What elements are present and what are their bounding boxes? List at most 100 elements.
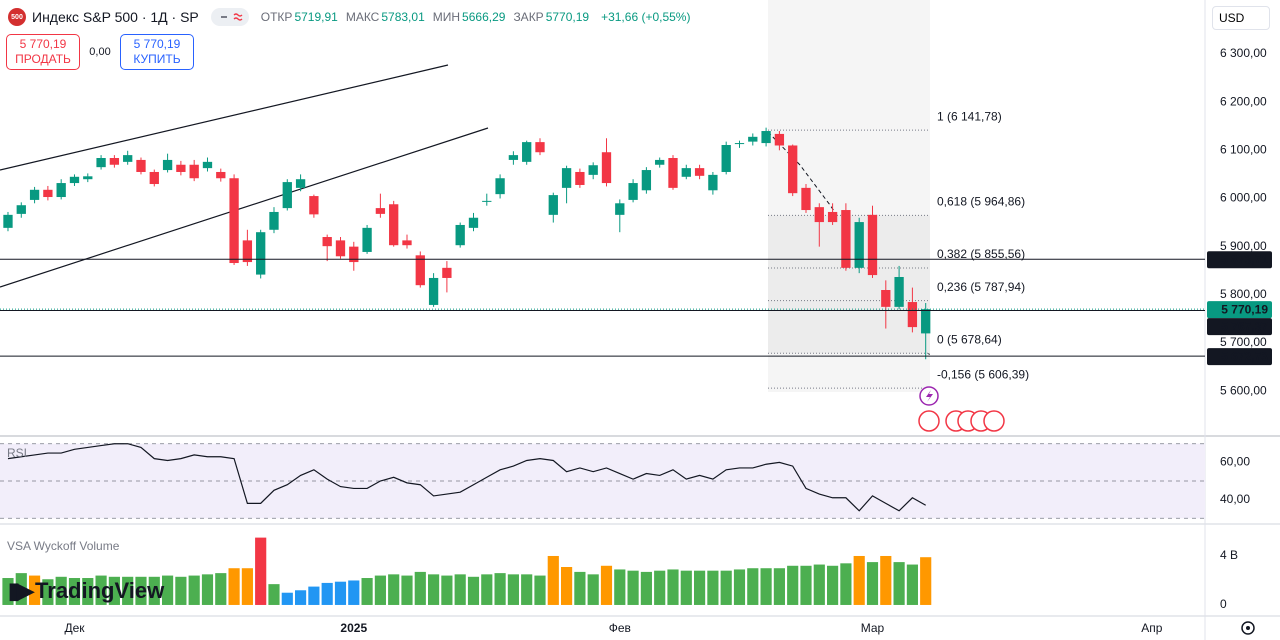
candle-body bbox=[548, 195, 558, 215]
y-tick-label: 6 200,00 bbox=[1220, 94, 1267, 108]
brand-name: TradingView bbox=[35, 578, 165, 603]
volume-bar bbox=[880, 555, 892, 605]
volume-bar bbox=[348, 580, 360, 605]
volume-bar bbox=[454, 574, 466, 605]
candle-body bbox=[495, 178, 505, 195]
candle-body bbox=[761, 131, 771, 144]
candle-body bbox=[109, 158, 120, 165]
candle-body bbox=[309, 196, 319, 215]
candle-body bbox=[827, 211, 838, 223]
y-tick-label: 6 100,00 bbox=[1220, 142, 1267, 156]
price-label-bg bbox=[1207, 301, 1272, 319]
candle-body bbox=[601, 152, 612, 184]
candle-body bbox=[535, 142, 545, 153]
fib-label: 0,618 (5 964,86) bbox=[937, 195, 1025, 209]
symbol-header: 500 Индекс S&P 500 · 1Д · SP ОТКР 5719,91… bbox=[8, 8, 690, 26]
candle-body bbox=[522, 142, 532, 162]
volume-bar bbox=[388, 574, 400, 605]
volume-bar bbox=[547, 555, 559, 605]
volume-bar bbox=[361, 578, 373, 605]
ohlc-value: 5770,19 bbox=[545, 10, 590, 24]
volume-bar bbox=[827, 565, 839, 605]
y-tick-label: 0 bbox=[1220, 597, 1227, 611]
sell-price: 5 770,19 bbox=[19, 37, 67, 51]
candle-body bbox=[202, 161, 213, 169]
candle-body bbox=[801, 187, 811, 211]
candle-body bbox=[402, 240, 412, 246]
volume-bar bbox=[614, 569, 626, 605]
candle-body bbox=[561, 168, 572, 188]
volume-bar bbox=[135, 576, 147, 605]
volume-bar bbox=[534, 575, 546, 605]
candle-body bbox=[189, 164, 199, 179]
candle-body bbox=[3, 214, 13, 228]
volume-bar bbox=[42, 579, 54, 605]
volume-bar bbox=[175, 576, 187, 605]
event-icon[interactable] bbox=[983, 410, 1005, 432]
volume-bar bbox=[122, 576, 134, 605]
candle-body bbox=[335, 240, 346, 257]
volume-bar bbox=[28, 575, 41, 605]
y-tick-label: 4 B bbox=[1220, 548, 1238, 562]
event-icon[interactable] bbox=[918, 410, 940, 432]
x-tick-label: Мар bbox=[861, 621, 885, 635]
volume-bar bbox=[414, 571, 426, 605]
candle-body bbox=[641, 170, 652, 191]
volume-bar bbox=[82, 578, 94, 605]
buy-price: 5 770,19 bbox=[133, 37, 181, 51]
symbol-name[interactable]: Индекс S&P 500 · 1Д · SP bbox=[32, 9, 199, 25]
candle-body bbox=[615, 203, 625, 215]
x-tick-label: Фев bbox=[609, 621, 631, 635]
fib-label: 1 (6 141,78) bbox=[937, 109, 1002, 123]
candle-body bbox=[216, 171, 226, 179]
volume-bar bbox=[654, 570, 666, 605]
volume-bar bbox=[680, 570, 692, 605]
volume-bar bbox=[148, 576, 160, 605]
price-label: 5 873,71 bbox=[1221, 252, 1268, 266]
volume-bar bbox=[401, 575, 413, 605]
volume-bar bbox=[188, 575, 200, 605]
candle-body bbox=[43, 189, 53, 198]
volume-bar bbox=[920, 557, 932, 605]
volume-bar bbox=[906, 564, 918, 605]
candle-body bbox=[442, 267, 452, 278]
volume-bar bbox=[720, 570, 732, 605]
candle-body bbox=[428, 277, 439, 305]
price-label-bg bbox=[1207, 348, 1272, 366]
ohlc-label: ОТКР bbox=[260, 10, 293, 24]
x-tick-label: 2025 bbox=[340, 621, 367, 635]
volume-bar bbox=[321, 582, 333, 605]
trend-line bbox=[0, 127, 489, 288]
candle-body bbox=[69, 176, 80, 184]
candle-body bbox=[362, 227, 372, 252]
ohlc-value: 5783,01 bbox=[381, 10, 425, 24]
candle-body bbox=[508, 155, 519, 160]
volume-bar bbox=[108, 576, 120, 605]
candle-body bbox=[655, 159, 665, 165]
toggle-pill[interactable] bbox=[210, 8, 249, 26]
fib-label: 0,236 (5 787,94) bbox=[937, 280, 1025, 294]
buy-button[interactable]: 5 770,19 КУПИТЬ bbox=[120, 34, 194, 70]
volume-bar bbox=[747, 568, 759, 605]
settings-icon[interactable] bbox=[1241, 621, 1255, 635]
price-label: 5 770,19 bbox=[1221, 302, 1268, 316]
candle-body bbox=[774, 133, 785, 146]
currency-select[interactable]: USD bbox=[1212, 6, 1270, 30]
candle-body bbox=[734, 143, 745, 145]
volume-bar bbox=[95, 575, 107, 605]
candle-body bbox=[841, 210, 851, 268]
volume-bar bbox=[853, 555, 865, 605]
volume-bar bbox=[294, 590, 307, 605]
sell-button[interactable]: 5 770,19 ПРОДАТЬ bbox=[6, 34, 80, 70]
volume-bar bbox=[733, 569, 746, 605]
volume-bar bbox=[507, 574, 519, 605]
candle-body bbox=[814, 207, 824, 223]
volume-bar bbox=[561, 567, 573, 605]
ohlc-label: МАКС bbox=[345, 10, 380, 24]
candle-body bbox=[575, 171, 585, 185]
candle-body bbox=[668, 158, 678, 188]
volume-bar bbox=[587, 574, 599, 605]
candle-body bbox=[256, 232, 266, 275]
